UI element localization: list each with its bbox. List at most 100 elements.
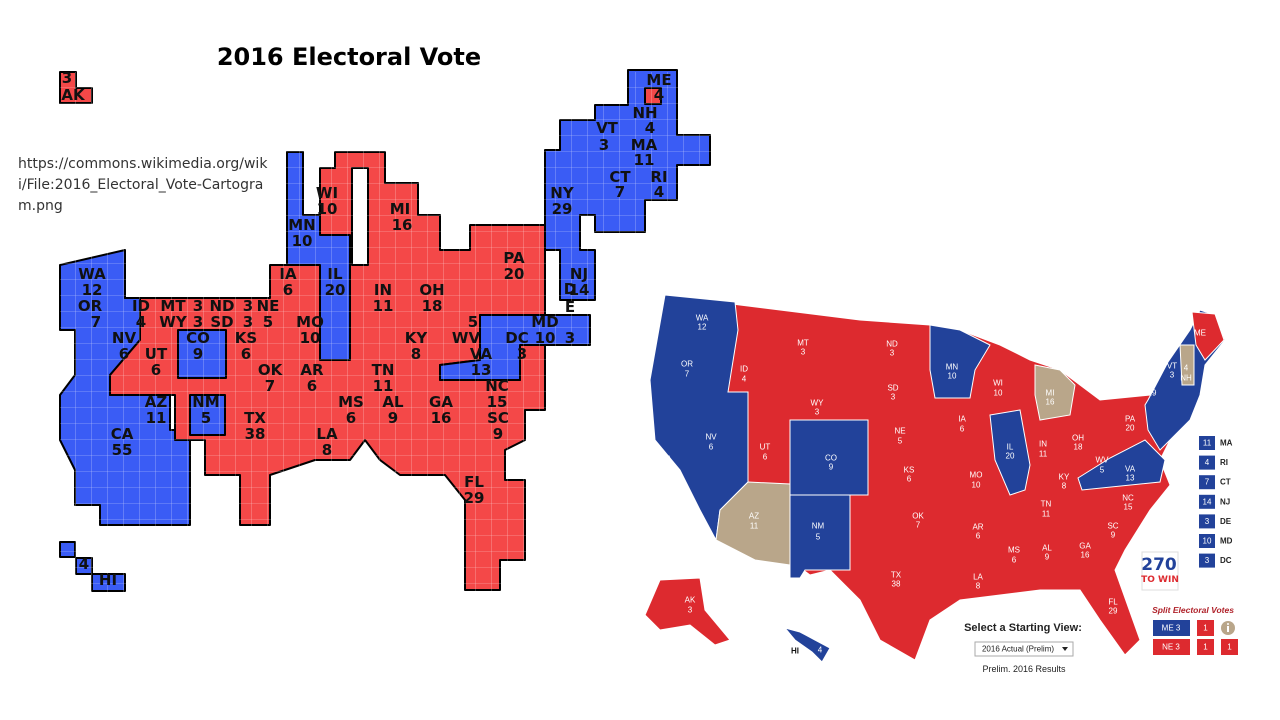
small-state-abbr: NJ — [1220, 497, 1230, 506]
map-state-votes: 7 — [685, 370, 690, 379]
map-state-abbr: LA — [973, 573, 983, 582]
map-state-votes: 3 — [688, 606, 693, 615]
logo-number: 270 — [1141, 555, 1177, 575]
map-state-votes: 3 — [815, 408, 820, 417]
map-state-abbr: WI — [993, 379, 1003, 388]
us-map — [644, 294, 1226, 663]
map-state-votes: 10 — [972, 481, 981, 490]
state-votes: 6 — [307, 377, 317, 395]
state-abbr: DC — [505, 329, 528, 347]
map-state-abbr: VA — [1125, 465, 1136, 474]
map-state-votes: 4 — [742, 375, 747, 384]
co — [789, 419, 869, 496]
map-state-votes: 4 — [1184, 364, 1189, 373]
map-state-abbr: NV — [705, 433, 717, 442]
split-label: NE 3 — [1162, 643, 1180, 652]
state-abbr: NC — [485, 377, 509, 395]
cartogram — [59, 69, 720, 592]
state-votes: 8 — [411, 345, 421, 363]
state-votes: 29 — [552, 200, 573, 218]
state-abbr: LA — [316, 425, 338, 443]
small-state-abbr: DC — [1220, 556, 1232, 565]
map-state-abbr: KS — [904, 466, 915, 475]
starting-view-caption: Prelim. 2016 Results — [982, 664, 1066, 674]
map-state-votes: 6 — [907, 475, 912, 484]
state-votes: 5 — [263, 313, 273, 331]
split-label: ME 3 — [1162, 624, 1181, 633]
state-votes: 11 — [373, 377, 394, 395]
starting-view-select[interactable] — [974, 641, 1074, 657]
grid-overlay — [60, 72, 720, 592]
state-votes: 20 — [504, 265, 525, 283]
state-votes: 11 — [146, 409, 167, 427]
small-state-abbr: CT — [1220, 478, 1231, 487]
state-votes: 4 — [654, 183, 664, 201]
map-state-votes: 8 — [1062, 482, 1067, 491]
map-state-votes: 10 — [948, 372, 957, 381]
map-state-votes: 6 — [960, 425, 965, 434]
state-votes: 3 — [243, 313, 253, 331]
map-state-abbr: PA — [1125, 415, 1136, 424]
map-state-abbr: WA — [696, 314, 709, 323]
state-votes: 9 — [493, 425, 503, 443]
state-votes: 13 — [471, 361, 492, 379]
state-abbr: IL — [327, 265, 343, 283]
map-state-votes: 12 — [698, 323, 707, 332]
map-state-abbr: NC — [1122, 494, 1134, 503]
state-votes: 11 — [373, 297, 394, 315]
split-title: Split Electoral Votes — [1152, 605, 1234, 615]
state-abbr: IA — [279, 265, 297, 283]
map-state-votes: 5 — [898, 437, 903, 446]
state-abbr: ID — [132, 297, 150, 315]
state-abbr: HI — [99, 571, 117, 589]
map-state-abbr: IA — [958, 415, 966, 424]
state-abbr: FL — [464, 473, 484, 491]
state-votes: 3 — [565, 329, 575, 347]
small-state-box — [1199, 553, 1215, 568]
map-state-abbr: NH — [1180, 374, 1192, 383]
source-link[interactable]: https://commons.wikimedia.org/wiki/File:… — [18, 156, 268, 214]
nm — [789, 494, 851, 579]
va — [1077, 439, 1166, 491]
map-state-votes: 38 — [892, 580, 901, 589]
state-votes: 16 — [431, 409, 452, 427]
state-votes: 8 — [322, 441, 332, 459]
small-state-votes: 4 — [1205, 458, 1210, 467]
map-state-votes: 16 — [1081, 551, 1090, 560]
small-state-votes: 3 — [1205, 556, 1210, 565]
state-abbr: OK — [258, 361, 284, 379]
map-state-votes: 3 — [1170, 371, 1175, 380]
map-state-votes: 20 — [1126, 424, 1135, 433]
state-abbr: PA — [503, 249, 525, 267]
split-vote: 1 — [1203, 624, 1208, 633]
state-abbr: WY — [159, 313, 188, 331]
map-state-votes: 6 — [763, 453, 768, 462]
split-vote-box — [1197, 639, 1214, 655]
state-votes: 7 — [615, 183, 625, 201]
state-votes: 4 — [654, 86, 664, 104]
small-state-votes: 7 — [1205, 478, 1210, 487]
map-state-abbr: OR — [681, 360, 693, 369]
map-state-abbr: NE — [894, 427, 905, 436]
state-votes: 3 — [517, 345, 527, 363]
map-state-abbr: MI — [1046, 389, 1055, 398]
small-state-votes: 11 — [1203, 439, 1212, 448]
map-state-votes: 6 — [709, 443, 714, 452]
state-votes: 14 — [569, 281, 590, 299]
select-arrow — [1062, 647, 1068, 651]
state-abbr: RI — [650, 168, 667, 186]
state-abbr: NH — [632, 104, 657, 122]
map-state-abbr: HI — [791, 647, 799, 656]
map-state-votes: 4 — [818, 646, 823, 655]
map-state-abbr: SC — [1107, 522, 1118, 531]
state-abbr: NM — [192, 393, 219, 411]
map-state-abbr: MO — [970, 471, 983, 480]
info-icon-bar — [1227, 626, 1229, 632]
state-abbr: SD — [210, 313, 233, 331]
state-abbr: NJ — [570, 265, 588, 283]
map-state-votes: 15 — [1124, 503, 1133, 512]
state-abbr: DE — [561, 280, 579, 316]
state-abbr: AZ — [145, 393, 168, 411]
state-abbr: MS — [338, 393, 364, 411]
state-votes: 10 — [300, 329, 321, 347]
